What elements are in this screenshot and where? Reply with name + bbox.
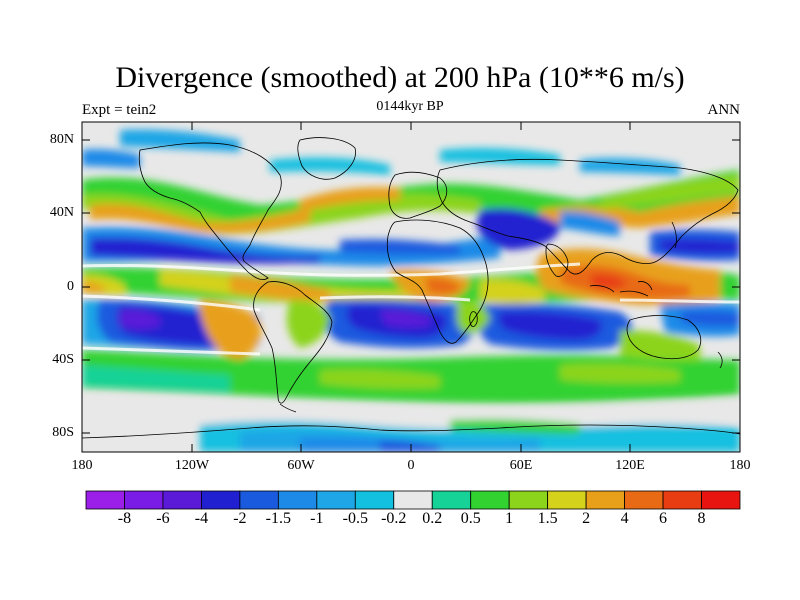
colorbar-box (239, 490, 279, 510)
colorbar-label: 4 (620, 510, 629, 527)
colorbar-label: -4 (194, 510, 209, 527)
colorbar-label: -1 (310, 510, 324, 527)
coastlines (82, 137, 740, 439)
colorbar-label: 1 (505, 510, 514, 527)
colorbar-label: -1.5 (265, 510, 291, 527)
lat-ticks (82, 139, 740, 434)
colorbar-box (85, 490, 125, 510)
lat-label: 0 (67, 279, 74, 294)
divergence-field (82, 129, 740, 452)
colorbar-label: 1.5 (537, 510, 558, 527)
lon-label: 180 (729, 458, 751, 473)
lon-ticks (81, 122, 741, 452)
lon-label: 120E (615, 458, 645, 473)
lon-label: 60E (509, 458, 533, 473)
lon-label: 60W (287, 458, 315, 473)
lat-label: 40N (49, 205, 74, 220)
period-label: 0144kyr BP (376, 99, 444, 114)
colorbar-box (162, 490, 202, 510)
colorbar-box (701, 490, 741, 510)
colorbar-label: -0.5 (342, 510, 368, 527)
lat-label: 80N (49, 132, 74, 147)
colorbar-label: 0.2 (422, 510, 443, 527)
experiment-label: Expt = tein2 (82, 102, 157, 118)
colorbar-box (201, 490, 241, 510)
season-label: ANN (707, 102, 741, 118)
colorbar-box (547, 490, 587, 510)
colorbar-box (585, 490, 625, 510)
colorbar-label: 2 (582, 510, 591, 527)
lat-label: 80S (52, 425, 74, 440)
colorbar-label: -0.2 (381, 510, 407, 527)
colorbar-box (354, 490, 395, 510)
colorbar-box (624, 490, 664, 510)
lon-label: 180 (71, 458, 93, 473)
colorbar-box (124, 490, 164, 510)
colorbar-box (662, 490, 702, 510)
colorbar-label: -2 (233, 510, 247, 527)
colorbar-label: -8 (117, 510, 132, 527)
colorbar-box (508, 490, 549, 510)
lon-label: 120W (174, 458, 210, 473)
colorbar-label: 0.5 (460, 510, 481, 527)
lat-label: 40S (52, 352, 74, 367)
colorbar-label: 6 (659, 510, 668, 527)
colorbar-box (316, 490, 356, 510)
colorbar (85, 490, 741, 510)
colorbar-label: -6 (156, 510, 170, 527)
plot-title: Divergence (smoothed) at 200 hPa (10**6 … (115, 61, 685, 94)
lon-label: 0 (407, 458, 415, 473)
colorbar-box (393, 490, 433, 510)
colorbar-box (431, 490, 472, 510)
colorbar-label: 8 (697, 510, 706, 527)
colorbar-box (470, 490, 510, 510)
colorbar-box (277, 490, 318, 510)
